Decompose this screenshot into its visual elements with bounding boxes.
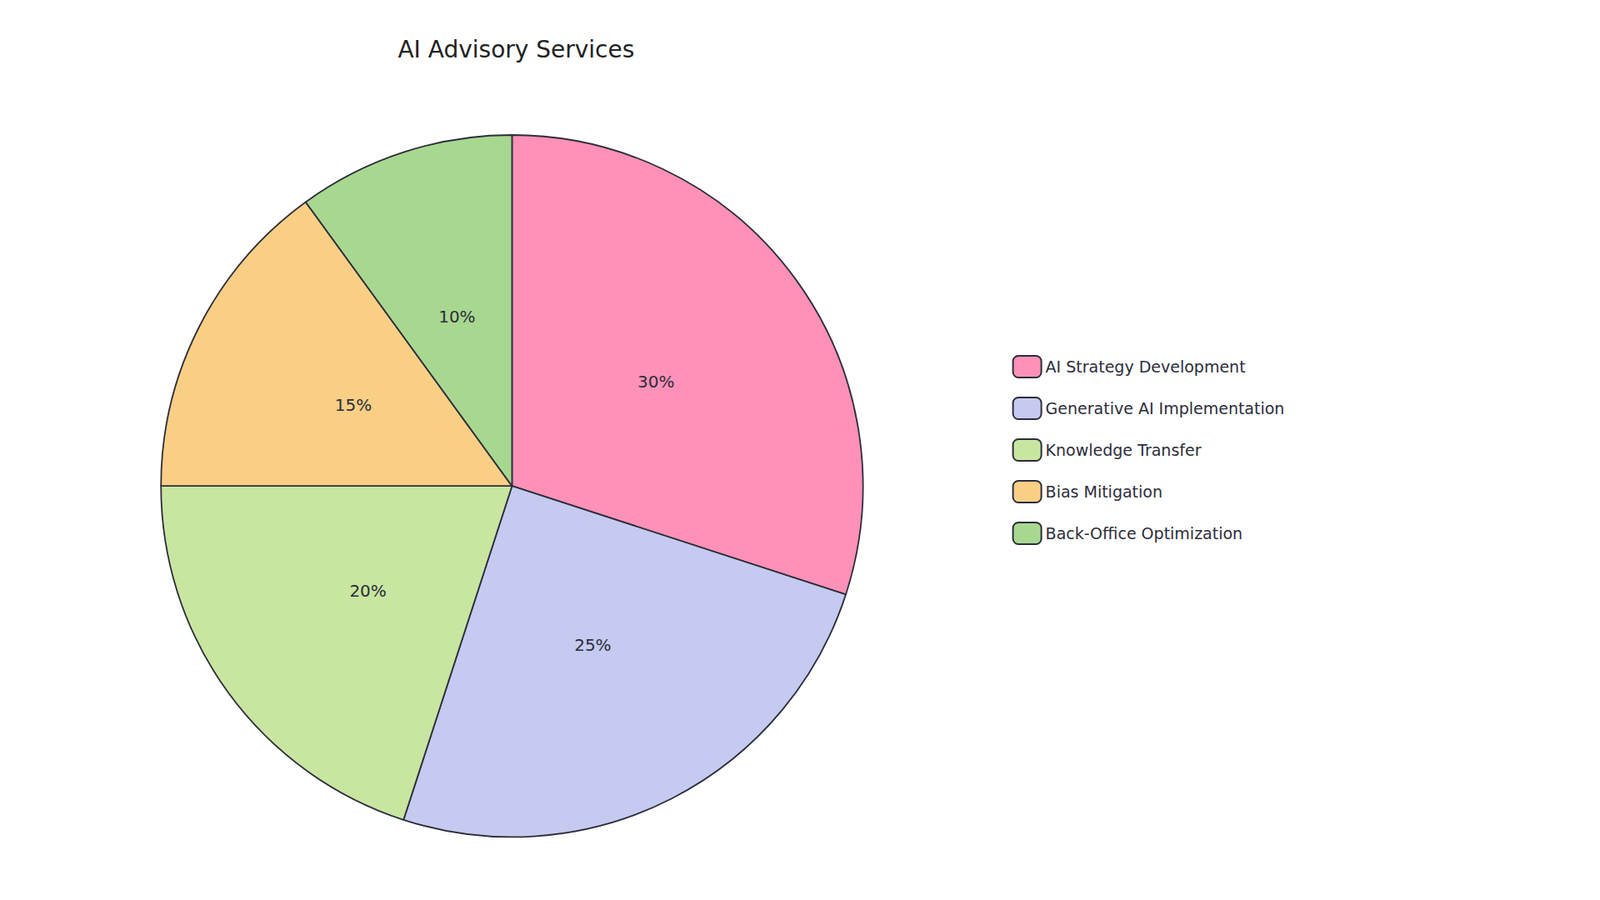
svg-text:Back-Office Optimization: Back-Office Optimization xyxy=(1045,524,1244,543)
svg-text:Bias Mitigation: Bias Mitigation xyxy=(1045,482,1163,501)
svg-text:20%: 20% xyxy=(349,580,386,601)
svg-text:AI Strategy Development: AI Strategy Development xyxy=(1045,357,1246,376)
svg-text:Generative AI Implementation: Generative AI Implementation xyxy=(1045,399,1285,418)
svg-text:25%: 25% xyxy=(574,635,611,655)
svg-text:30%: 30% xyxy=(637,371,675,392)
svg-text:15%: 15% xyxy=(335,395,372,415)
svg-text:Knowledge Transfer: Knowledge Transfer xyxy=(1045,440,1202,460)
svg-text:AI Advisory Services: AI Advisory Services xyxy=(397,35,635,64)
svg-text:10%: 10% xyxy=(438,306,475,327)
